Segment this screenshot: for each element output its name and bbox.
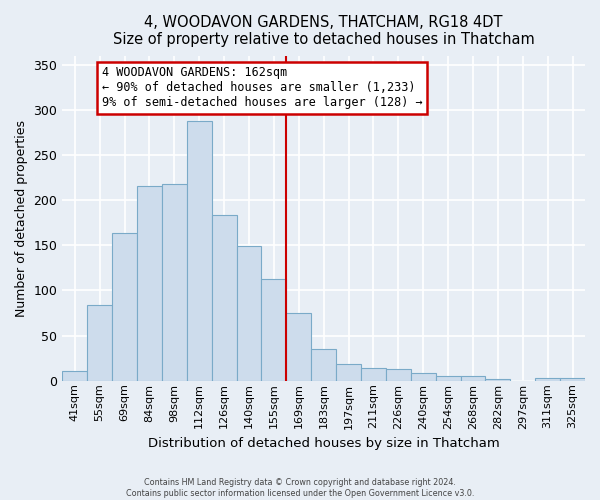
X-axis label: Distribution of detached houses by size in Thatcham: Distribution of detached houses by size … [148, 437, 500, 450]
Bar [535, 378, 560, 381]
Bar [262, 278, 286, 381]
Bar [361, 368, 386, 381]
Bar [162, 184, 187, 381]
Bar [386, 369, 411, 381]
Bar [560, 378, 585, 381]
Bar [485, 379, 511, 381]
Text: Contains HM Land Registry data © Crown copyright and database right 2024.
Contai: Contains HM Land Registry data © Crown c… [126, 478, 474, 498]
Bar [187, 120, 212, 381]
Bar [286, 313, 311, 381]
Text: 4 WOODAVON GARDENS: 162sqm
← 90% of detached houses are smaller (1,233)
9% of se: 4 WOODAVON GARDENS: 162sqm ← 90% of deta… [102, 66, 423, 110]
Bar [212, 216, 236, 381]
Bar [137, 186, 162, 381]
Bar [461, 376, 485, 381]
Bar [411, 372, 436, 381]
Title: 4, WOODAVON GARDENS, THATCHAM, RG18 4DT
Size of property relative to detached ho: 4, WOODAVON GARDENS, THATCHAM, RG18 4DT … [113, 15, 535, 48]
Bar [112, 232, 137, 381]
Bar [236, 246, 262, 381]
Bar [336, 364, 361, 381]
Y-axis label: Number of detached properties: Number of detached properties [15, 120, 28, 316]
Bar [436, 376, 461, 381]
Bar [87, 305, 112, 381]
Bar [311, 349, 336, 381]
Bar [62, 371, 87, 381]
